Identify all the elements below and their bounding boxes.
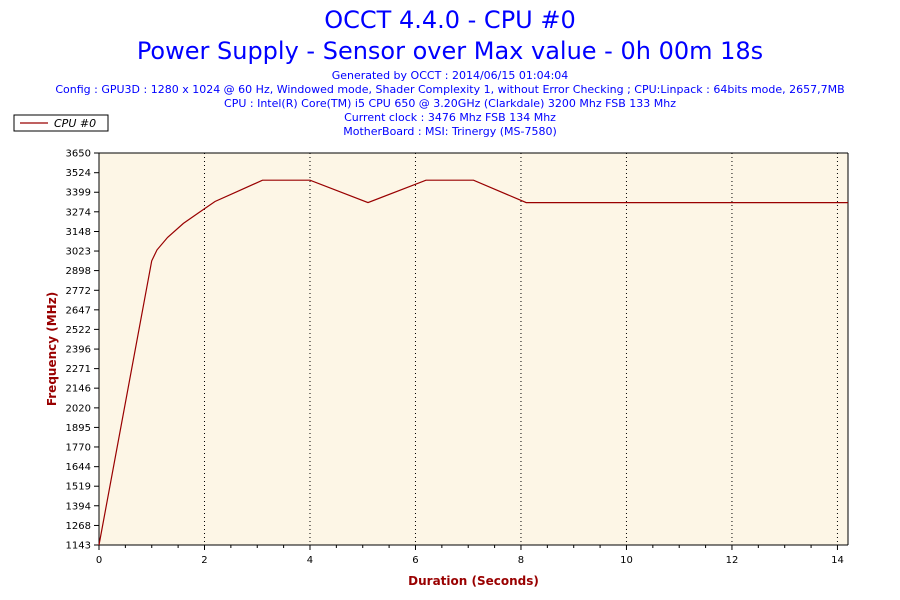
info-generated: Generated by OCCT : 2014/06/15 01:04:04	[331, 69, 569, 82]
y-tick-label: 2020	[66, 403, 91, 414]
y-tick-label: 2647	[66, 305, 91, 316]
y-tick-label: 2898	[66, 266, 91, 277]
y-tick-label: 2772	[66, 286, 91, 297]
y-tick-label: 3023	[66, 247, 91, 258]
x-tick-label: 2	[201, 555, 207, 566]
x-tick-label: 12	[726, 555, 739, 566]
legend-label-cpu0: CPU #0	[54, 117, 96, 130]
y-tick-label: 2522	[66, 325, 91, 336]
y-tick-label: 3399	[66, 188, 91, 199]
x-tick-label: 6	[412, 555, 418, 566]
x-tick-label: 4	[307, 555, 313, 566]
y-tick-label: 1519	[66, 482, 91, 493]
y-tick-label: 2146	[66, 384, 91, 395]
info-motherboard: MotherBoard : MSI: Trinergy (MS-7580)	[343, 125, 557, 138]
info-cpu: CPU : Intel(R) Core(TM) i5 CPU 650 @ 3.2…	[224, 97, 676, 110]
x-axis-label: Duration (Seconds)	[408, 574, 539, 588]
info-current-clock: Current clock : 3476 Mhz FSB 134 Mhz	[344, 111, 556, 124]
y-axis-label: Frequency (MHz)	[45, 292, 59, 406]
y-tick-label: 2396	[66, 345, 91, 356]
y-tick-label: 3524	[66, 168, 91, 179]
y-tick-label: 1143	[66, 541, 91, 552]
series-line-cpu0	[98, 179, 848, 546]
plot-area	[99, 153, 848, 545]
x-tick-label: 14	[831, 555, 844, 566]
x-tick-label: 8	[518, 555, 524, 566]
y-tick-label: 3274	[66, 207, 91, 218]
chart-subtitle: Power Supply - Sensor over Max value - 0…	[136, 37, 764, 65]
x-tick-label: 0	[96, 555, 102, 566]
chart-title: OCCT 4.4.0 - CPU #0	[324, 6, 576, 34]
y-tick-label: 3650	[66, 149, 91, 160]
y-tick-label: 3148	[66, 227, 91, 238]
legend-box	[13, 114, 109, 132]
y-tick-label: 1895	[66, 423, 91, 434]
y-tick-label: 1394	[66, 501, 91, 512]
y-tick-label: 2271	[66, 364, 91, 375]
x-tick-label: 10	[620, 555, 633, 566]
y-tick-label: 1770	[66, 442, 91, 453]
y-tick-label: 1268	[66, 521, 91, 532]
info-config: Config : GPU3D : 1280 x 1024 @ 60 Hz, Wi…	[55, 83, 845, 96]
y-tick-label: 1644	[66, 462, 91, 473]
